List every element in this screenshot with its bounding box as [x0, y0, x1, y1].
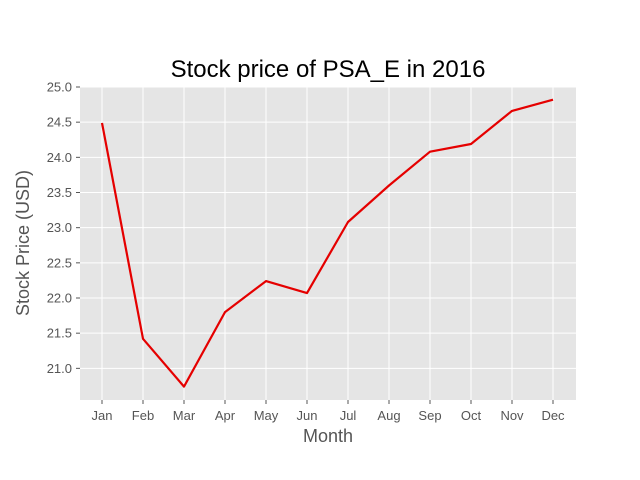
x-tick-label-may: May — [254, 408, 279, 423]
x-tick-label-jul: Jul — [340, 408, 357, 423]
plot-area — [80, 87, 576, 400]
x-tick-label-dec: Dec — [541, 408, 565, 423]
stock-price-line — [100, 98, 554, 388]
y-tick-label: 21.0 — [47, 361, 72, 376]
x-tick-label-nov: Nov — [500, 408, 524, 423]
y-axis-label: Stock Price (USD) — [13, 170, 33, 316]
x-tick-label-jan: Jan — [92, 408, 113, 423]
horizontal-gridlines — [80, 86, 576, 369]
y-tick-label: 25.0 — [47, 80, 72, 95]
vertical-gridlines — [101, 87, 554, 400]
x-tick-label-apr: Apr — [215, 408, 236, 423]
y-tick-label: 24.5 — [47, 115, 72, 130]
x-tick-label-feb: Feb — [132, 408, 154, 423]
y-axis-ticks: 21.0 21.5 22.0 22.5 23.0 23.5 24.0 24.5 25.0 — [47, 80, 80, 376]
x-axis-ticks: Jan Feb Mar Apr May Jun Jul Aug Sep Oct Nov Dec — [92, 400, 565, 423]
y-tick-label: 24.0 — [47, 150, 72, 165]
x-tick-label-aug: Aug — [377, 408, 400, 423]
y-tick-label: 22.0 — [47, 291, 72, 306]
x-tick-label-sep: Sep — [418, 408, 441, 423]
x-axis-label: Month — [303, 426, 353, 446]
x-tick-label-mar: Mar — [173, 408, 196, 423]
y-tick-label: 23.0 — [47, 220, 72, 235]
y-tick-label: 23.5 — [47, 185, 72, 200]
chart-title: Stock price of PSA_E in 2016 — [171, 56, 486, 83]
x-tick-label-jun: Jun — [297, 408, 318, 423]
x-tick-label-oct: Oct — [461, 408, 482, 423]
y-tick-label: 21.5 — [47, 326, 72, 341]
y-tick-label: 22.5 — [47, 255, 72, 270]
